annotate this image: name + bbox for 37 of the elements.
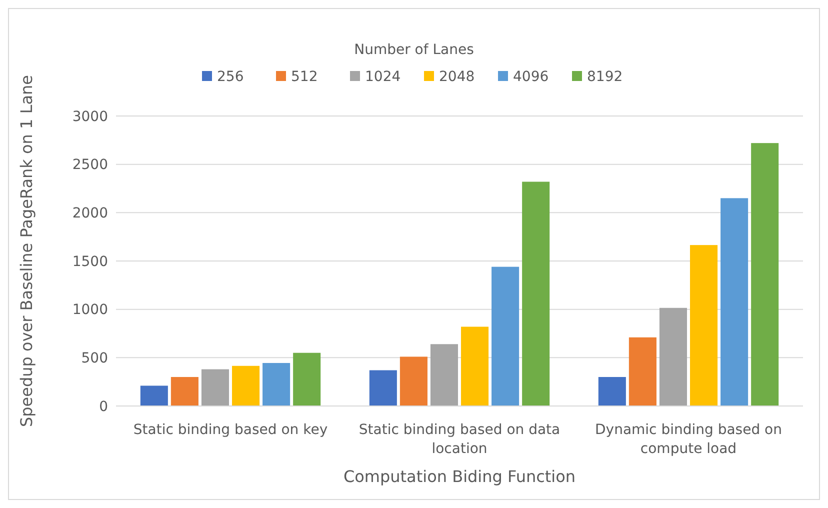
bar bbox=[690, 245, 718, 406]
bar bbox=[598, 377, 626, 406]
y-tick-label: 2000 bbox=[72, 206, 108, 222]
x-tick-label: Static binding based on data location bbox=[358, 422, 560, 457]
bar bbox=[522, 182, 550, 406]
bar bbox=[293, 352, 321, 406]
y-tick-label: 0 bbox=[99, 398, 108, 415]
y-tick-label: 2500 bbox=[72, 157, 108, 174]
y-axis-title: Speedup over Baseline PageRank on 1 Lane bbox=[17, 74, 36, 428]
bar bbox=[369, 370, 397, 406]
bar bbox=[140, 386, 168, 406]
legend-label: 8192 bbox=[587, 68, 623, 85]
bar bbox=[659, 308, 687, 406]
bar bbox=[262, 362, 290, 406]
bar bbox=[461, 326, 489, 406]
y-tick-label: 1000 bbox=[72, 302, 108, 318]
legend-label: 256 bbox=[217, 68, 244, 85]
bar bbox=[232, 366, 260, 406]
bar bbox=[201, 369, 229, 406]
y-tick-label: 500 bbox=[81, 350, 108, 367]
bar bbox=[430, 344, 458, 406]
bar bbox=[400, 356, 428, 406]
legend-title: Number of Lanes bbox=[354, 42, 474, 58]
y-tick-label: 1500 bbox=[72, 254, 108, 270]
x-tick-label: Dynamic binding based on compute load bbox=[595, 422, 782, 457]
x-tick-label: Static binding based on key bbox=[133, 422, 328, 438]
legend-label: 2048 bbox=[439, 68, 475, 85]
bar bbox=[628, 337, 656, 406]
bar bbox=[720, 198, 748, 406]
bar bbox=[751, 143, 779, 406]
bar bbox=[170, 377, 198, 406]
x-axis-title: Computation Biding Function bbox=[343, 467, 576, 486]
legend-label: 1024 bbox=[365, 68, 401, 85]
bar bbox=[492, 266, 520, 406]
y-tick-label: 3000 bbox=[72, 108, 108, 125]
legend-label: 4096 bbox=[513, 68, 549, 85]
legend-label: 512 bbox=[291, 68, 318, 85]
